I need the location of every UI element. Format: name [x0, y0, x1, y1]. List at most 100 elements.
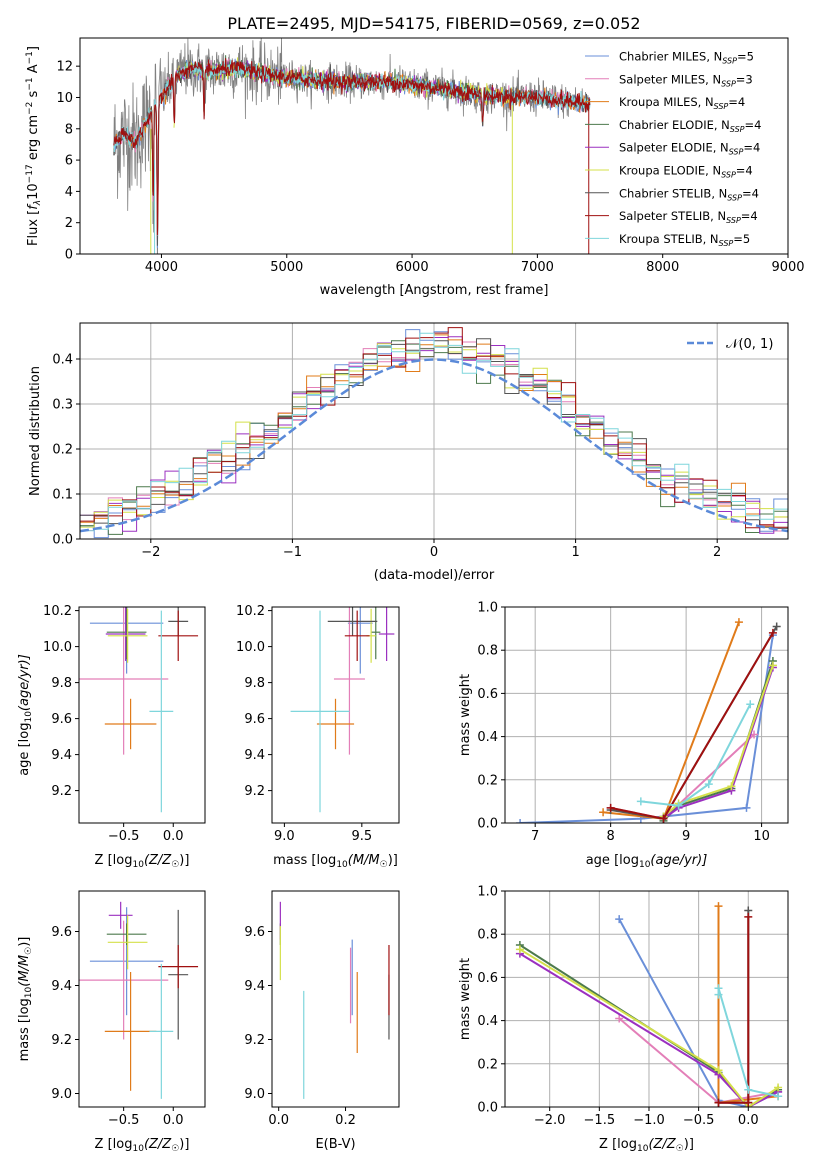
- y-tick-label: 9.6: [51, 712, 72, 727]
- y-tick-label: 4: [65, 185, 73, 200]
- y-tick-label: 9.2: [244, 1033, 265, 1048]
- salpeter_stelib-weight-marker: [744, 1098, 753, 1107]
- age_vs_Z-panel: −0.5 0.0 9.2 9.4 9.6 9.8 10.0 10.2 Z [log10(Z/Z☉…: [17, 604, 206, 870]
- axes-frame: [271, 606, 400, 824]
- age_vs_mass-panel: 9.0 9.5 9.2 9.4 9.6 9.8 10.0 10.2 mass [log10(M/…: [236, 604, 400, 870]
- y-tick-label: 9.2: [51, 1033, 72, 1048]
- kroupa_elodie-weight-line: [519, 948, 779, 1107]
- kroupa_stelib-histogram: [80, 332, 788, 539]
- x-tick-label: 8: [607, 829, 615, 844]
- x-tick-label: −1.5: [584, 1113, 616, 1128]
- x-tick-label: −2: [141, 545, 160, 560]
- x-tick-label: 2: [713, 545, 721, 560]
- spectrum-plot-area: [113, 38, 591, 254]
- x-tick-label: 0.0: [738, 1113, 759, 1128]
- salpeter_elodie-weight-line: [519, 952, 779, 1107]
- x-tick-label: 9000: [771, 260, 804, 275]
- axes-frame: [504, 606, 789, 824]
- x-tick-label: 1: [571, 545, 579, 560]
- spectrum-panel: 4000 5000 6000 7000 8000 9000 0 2 4 6 8 10 12 wavelen…: [25, 37, 805, 298]
- y-tick-label: 10.2: [43, 604, 72, 619]
- x-axis-label: wavelength [Angstrom, rest frame]: [320, 283, 549, 298]
- y-tick-label: 9.6: [51, 925, 72, 940]
- y-tick-label: 12: [56, 60, 73, 75]
- y-axis-label: mass [log10(M/M☉)]: [17, 937, 34, 1062]
- y-axis-label: mass weight: [458, 958, 473, 1040]
- salpeter_stelib-weight-marker: [659, 814, 668, 823]
- y-tick-label: 0.6: [477, 687, 498, 702]
- x-tick-label: 0.0: [163, 1113, 184, 1128]
- y-tick-label: 9.4: [244, 748, 265, 763]
- gaussian-reference-curve: [80, 358, 788, 533]
- kroupa_stelib-weight-marker: [714, 984, 723, 993]
- chabrier_miles-weight-marker: [615, 915, 624, 924]
- kroupa_stelib-weight-marker: [704, 780, 713, 789]
- mass_vs_ebv-panel: 0.0 0.2 9.0 9.2 9.4 9.6 E(B-V): [244, 890, 400, 1152]
- y-tick-label: 9.8: [244, 676, 265, 691]
- y-tick-label: 8: [65, 122, 73, 137]
- kroupa_elodie-weight-marker: [714, 1066, 723, 1075]
- y-tick-label: 0.2: [477, 773, 498, 788]
- y-tick-label: 0.0: [477, 1101, 498, 1116]
- axes-frame: [78, 890, 206, 1108]
- y-tick-label: 0.4: [477, 730, 498, 745]
- legend-entry-salpeter_elodie: Salpeter ELODIE, NSSP=4: [619, 141, 760, 157]
- y-tick-label: 0.1: [52, 488, 73, 503]
- x-tick-label: 0: [430, 545, 438, 560]
- age_vs_mass-plot-area: [290, 607, 395, 813]
- y-tick-label: 0.0: [477, 817, 498, 832]
- y-tick-label: 9.4: [51, 979, 72, 994]
- spectrum-legend: Chabrier MILES, NSSP=5 Salpeter MILES, NS…: [585, 50, 761, 248]
- salpeter_stelib-model-line: [113, 58, 591, 236]
- y-tick-label: 10.2: [236, 604, 265, 619]
- mass_vs_Z-plot-area: [79, 901, 199, 1099]
- y-tick-label: 10.0: [43, 640, 72, 655]
- axes-frame: [78, 606, 206, 824]
- y-tick-label: 1.0: [477, 601, 498, 616]
- salpeter_miles-weight-marker: [615, 1014, 624, 1023]
- kroupa_elodie-weight-marker: [515, 945, 524, 954]
- salpeter_stelib-weight-marker: [744, 912, 753, 921]
- y-axis-label: Flux [fλ10−17 erg cm−2 s−1 A−1]: [25, 46, 43, 246]
- legend-entry-salpeter_stelib: Salpeter STELIB, NSSP=4: [619, 209, 758, 225]
- y-tick-label: 0.8: [477, 928, 498, 943]
- x-axis-label: Z [log10(Z/Z☉)]: [95, 853, 190, 870]
- chabrier_stelib-weight-marker: [772, 622, 781, 631]
- kroupa_stelib-weight-marker: [636, 797, 645, 806]
- y-axis-label: Normed distribution: [28, 366, 43, 496]
- kroupa_miles-weight-marker: [714, 902, 723, 911]
- y-axis-label: mass weight: [458, 674, 473, 756]
- x-tick-label: 0.0: [268, 1113, 289, 1128]
- x-tick-label: −0.5: [108, 829, 140, 844]
- y-tick-label: 6: [65, 154, 73, 169]
- x-axis-label: E(B-V): [315, 1137, 355, 1152]
- x-axis-label: mass [log10(M/M☉)]: [273, 853, 398, 870]
- kroupa_elodie-weight-line: [662, 664, 774, 818]
- salpeter_stelib-weight-marker: [606, 803, 615, 812]
- x-tick-label: 0.0: [163, 829, 184, 844]
- y-tick-label: 0.2: [52, 443, 73, 458]
- weight_vs_Z-panel: −2.0 −1.5 −1.0 −0.5 0.0 0.0 0.2 0.4 0.6 0.8 1.0 Z […: [458, 885, 789, 1154]
- legend-entry-chabrier_miles: Chabrier MILES, NSSP=5: [619, 50, 754, 66]
- kroupa_stelib-weight-line: [640, 703, 752, 807]
- y-tick-label: 10: [56, 91, 73, 106]
- chabrier_miles-weight-line: [520, 634, 774, 823]
- x-axis-label: (data-model)/error: [374, 568, 495, 583]
- y-tick-label: 0: [65, 248, 73, 263]
- axes-frame: [79, 322, 789, 540]
- kroupa_elodie-weight-marker: [774, 1083, 783, 1092]
- figure-title: PLATE=2495, MJD=54175, FIBERID=0569, z=0…: [227, 14, 640, 33]
- y-tick-label: 1.0: [477, 885, 498, 900]
- kroupa_stelib-weight-marker: [774, 1092, 783, 1101]
- weight_vs_age-panel: 7 8 9 10 0.0 0.2 0.4 0.6 0.8 1.0 age [log10(age/yr…: [458, 601, 789, 870]
- legend-entry-chabrier_stelib: Chabrier STELIB, NSSP=4: [619, 186, 759, 202]
- y-tick-label: 9.6: [244, 925, 265, 940]
- y-tick-label: 0.6: [477, 971, 498, 986]
- x-tick-label: 6000: [396, 260, 429, 275]
- legend-entry-kroupa_stelib: Kroupa STELIB, NSSP=5: [619, 232, 750, 248]
- y-tick-label: 10.0: [236, 640, 265, 655]
- x-tick-label: −0.5: [108, 1113, 140, 1128]
- age_vs_Z-plot-area: [79, 607, 199, 813]
- residual-panel: −2 −1 0 1 2 0.0 0.1 0.2 0.3 0.4 (data-model)/error…: [28, 322, 789, 583]
- salpeter_elodie-weight-line: [662, 667, 774, 820]
